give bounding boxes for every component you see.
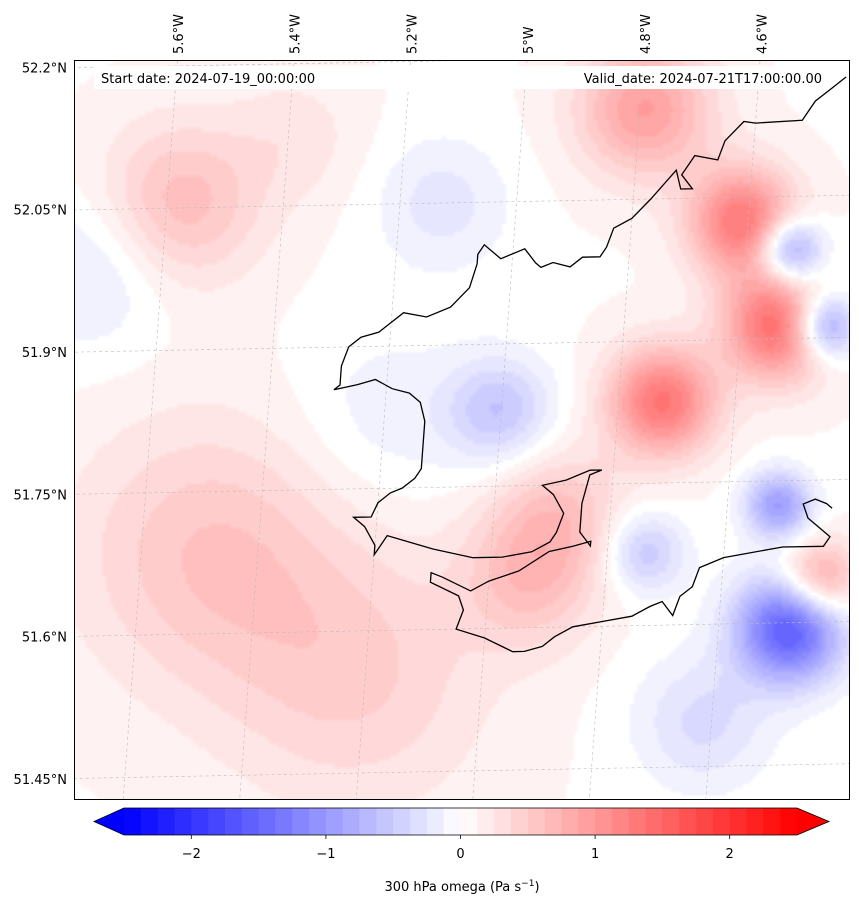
parallel-line (74, 337, 850, 353)
gridlines (74, 60, 850, 800)
colorbar-level (510, 808, 529, 835)
latitude-tick-label: 52.05°N (14, 204, 67, 219)
colorbar: −2 −1 0 1 2 300 hPa omega (Pa s−1) (93, 807, 831, 895)
latitude-labels: 52.2°N 52.05°N 51.9°N 51.75°N 51.6°N 51.45°N (14, 61, 67, 788)
colorbar-tick-label: −1 (316, 847, 335, 862)
parallel-line (74, 479, 850, 495)
valid-date-label: Valid_date: 2024-07-21T17:00:00.00 (584, 72, 822, 87)
meridian-line (705, 60, 761, 800)
longitude-labels: 5.6°W 5.4°W 5.2°W 5°W 4.8°W 4.6°W (172, 14, 770, 54)
colorbar-level (712, 808, 731, 835)
omega-field (74, 60, 850, 800)
parallel-line (74, 194, 850, 211)
colorbar-level (477, 808, 495, 835)
colorbar-outline (93, 807, 831, 836)
colorbar-level (359, 808, 377, 835)
latitude-tick-label: 51.45°N (14, 773, 67, 788)
longitude-tick-label: 5.6°W (172, 14, 187, 54)
longitude-tick-label: 5.4°W (289, 14, 304, 54)
colorbar-level (443, 808, 461, 835)
colorbar-level (241, 808, 259, 835)
parallel-line (74, 60, 505, 69)
start-date-label: Start date: 2024-07-19_00:00:00 (101, 72, 315, 87)
colorbar-level (342, 808, 360, 835)
colorbar-level (460, 808, 478, 835)
longitude-tick-label: 5.2°W (405, 14, 420, 54)
colorbar-level (174, 808, 192, 835)
colorbar-level (645, 808, 663, 835)
colorbar-level (679, 808, 697, 835)
colorbar-level (292, 808, 310, 835)
colorbar-level (696, 808, 714, 835)
coastline (333, 76, 847, 653)
meridian-line (239, 60, 295, 800)
colorbar-level (410, 808, 428, 835)
longitude-tick-label: 4.6°W (755, 14, 770, 54)
colorbar-level (191, 808, 209, 835)
colorbar-level (595, 808, 613, 835)
colorbar-level (275, 808, 293, 835)
colorbar-level (258, 808, 276, 835)
meridian-line (355, 60, 411, 800)
colorbar-level (140, 808, 159, 835)
colorbar-level (780, 808, 798, 835)
latitude-tick-label: 51.6°N (22, 631, 67, 646)
colorbar-level (124, 808, 142, 835)
colorbar-tick-label: 2 (726, 847, 734, 862)
colorbar-level (662, 808, 680, 835)
colorbar-level (544, 808, 562, 835)
colorbar-label: 300 hPa omega (Pa s−1) (384, 879, 539, 895)
colorbar-level (527, 808, 546, 835)
meridian-line (122, 60, 178, 800)
colorbar-level (561, 808, 579, 835)
colorbar-level (426, 808, 445, 835)
latitude-tick-label: 51.75°N (14, 488, 67, 503)
colorbar-level (729, 808, 747, 835)
colorbar-level (208, 808, 226, 835)
meridian-line (472, 60, 528, 800)
colorbar-level (494, 808, 512, 835)
colorbar-tick-label: 1 (591, 847, 599, 862)
meridian-line (588, 60, 644, 800)
parallel-line (74, 763, 850, 779)
colorbar-level (325, 808, 344, 835)
colorbar-level (611, 808, 630, 835)
colorbar-level (628, 808, 646, 835)
parallel-line (74, 621, 850, 637)
colorbar-tick-label: 0 (456, 847, 464, 862)
colorbar-level (224, 808, 243, 835)
colorbar-tick-label: −2 (182, 847, 201, 862)
latitude-tick-label: 51.9°N (22, 346, 67, 361)
colorbar-level (763, 808, 781, 835)
map-frame (74, 60, 850, 800)
info-banner (94, 66, 830, 89)
colorbar-min-extend (94, 808, 124, 835)
colorbar-level (157, 808, 175, 835)
colorbar-level (746, 808, 764, 835)
colorbar-level (376, 808, 394, 835)
colorbar-level (578, 808, 596, 835)
longitude-tick-label: 4.8°W (639, 14, 654, 54)
colorbar-max-extend (797, 808, 829, 835)
longitude-tick-label: 5°W (522, 26, 537, 54)
colorbar-level (309, 808, 327, 835)
colorbar-level (393, 808, 411, 835)
latitude-tick-label: 52.2°N (22, 61, 67, 76)
